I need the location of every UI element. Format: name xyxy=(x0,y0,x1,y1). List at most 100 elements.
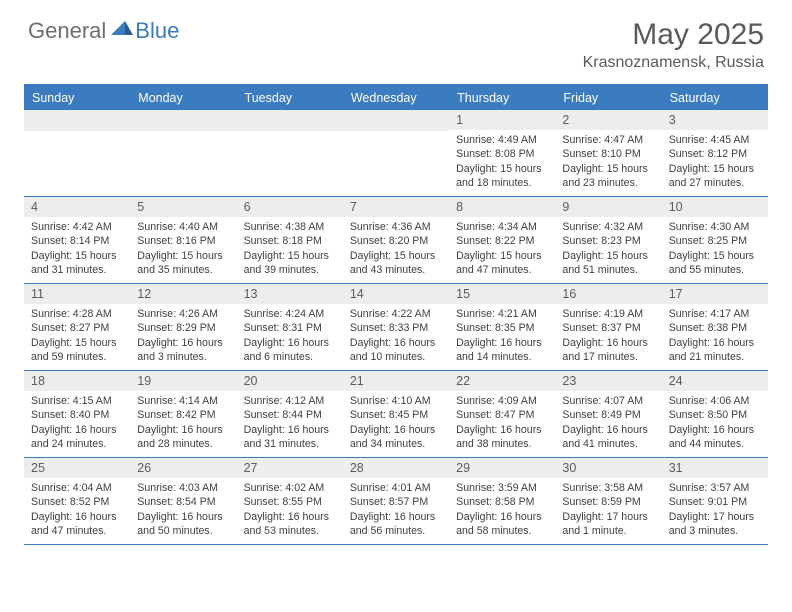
day-details: Sunrise: 4:01 AMSunset: 8:57 PMDaylight:… xyxy=(343,478,449,542)
day-cell: 21Sunrise: 4:10 AMSunset: 8:45 PMDayligh… xyxy=(343,371,449,457)
day-sunrise: Sunrise: 4:49 AM xyxy=(456,133,548,147)
day-daylight2: and 31 minutes. xyxy=(31,263,123,277)
day-sunset: Sunset: 8:10 PM xyxy=(562,147,654,161)
day-sunrise: Sunrise: 4:26 AM xyxy=(137,307,229,321)
day-daylight2: and 47 minutes. xyxy=(31,524,123,538)
day-sunset: Sunset: 8:27 PM xyxy=(31,321,123,335)
day-sunrise: Sunrise: 4:10 AM xyxy=(350,394,442,408)
week-row: 1Sunrise: 4:49 AMSunset: 8:08 PMDaylight… xyxy=(24,110,768,197)
day-number: 31 xyxy=(662,458,768,478)
weekday-header-row: SundayMondayTuesdayWednesdayThursdayFrid… xyxy=(24,86,768,110)
day-daylight1: Daylight: 17 hours xyxy=(562,510,654,524)
day-number: 15 xyxy=(449,284,555,304)
day-sunrise: Sunrise: 4:21 AM xyxy=(456,307,548,321)
day-sunrise: Sunrise: 4:14 AM xyxy=(137,394,229,408)
weekday-header: Wednesday xyxy=(343,86,449,110)
day-number: 3 xyxy=(662,110,768,130)
weekday-header: Sunday xyxy=(24,86,130,110)
day-sunrise: Sunrise: 4:47 AM xyxy=(562,133,654,147)
day-number: 17 xyxy=(662,284,768,304)
day-cell: 15Sunrise: 4:21 AMSunset: 8:35 PMDayligh… xyxy=(449,284,555,370)
day-sunset: Sunset: 9:01 PM xyxy=(669,495,761,509)
day-details: Sunrise: 4:49 AMSunset: 8:08 PMDaylight:… xyxy=(449,130,555,194)
day-cell: 27Sunrise: 4:02 AMSunset: 8:55 PMDayligh… xyxy=(237,458,343,544)
day-number: 10 xyxy=(662,197,768,217)
day-daylight1: Daylight: 15 hours xyxy=(350,249,442,263)
day-daylight1: Daylight: 16 hours xyxy=(669,423,761,437)
day-details: Sunrise: 4:34 AMSunset: 8:22 PMDaylight:… xyxy=(449,217,555,281)
logo-text-blue: Blue xyxy=(135,18,179,44)
day-cell xyxy=(24,110,130,196)
day-cell xyxy=(237,110,343,196)
day-daylight2: and 50 minutes. xyxy=(137,524,229,538)
day-daylight2: and 10 minutes. xyxy=(350,350,442,364)
day-number: 8 xyxy=(449,197,555,217)
day-number xyxy=(24,110,130,131)
day-details: Sunrise: 4:45 AMSunset: 8:12 PMDaylight:… xyxy=(662,130,768,194)
weekday-header: Thursday xyxy=(449,86,555,110)
day-details: Sunrise: 4:02 AMSunset: 8:55 PMDaylight:… xyxy=(237,478,343,542)
day-daylight2: and 14 minutes. xyxy=(456,350,548,364)
day-daylight2: and 56 minutes. xyxy=(350,524,442,538)
weekday-header: Tuesday xyxy=(237,86,343,110)
day-sunrise: Sunrise: 4:09 AM xyxy=(456,394,548,408)
title-block: May 2025 Krasnoznamensk, Russia xyxy=(583,18,764,72)
day-sunset: Sunset: 8:44 PM xyxy=(244,408,336,422)
day-cell: 7Sunrise: 4:36 AMSunset: 8:20 PMDaylight… xyxy=(343,197,449,283)
day-sunset: Sunset: 8:20 PM xyxy=(350,234,442,248)
logo-text-general: General xyxy=(28,18,106,44)
day-daylight1: Daylight: 16 hours xyxy=(137,510,229,524)
day-cell xyxy=(343,110,449,196)
day-daylight1: Daylight: 16 hours xyxy=(456,510,548,524)
day-number: 7 xyxy=(343,197,449,217)
day-daylight2: and 44 minutes. xyxy=(669,437,761,451)
day-sunrise: Sunrise: 3:59 AM xyxy=(456,481,548,495)
day-daylight2: and 55 minutes. xyxy=(669,263,761,277)
day-cell: 25Sunrise: 4:04 AMSunset: 8:52 PMDayligh… xyxy=(24,458,130,544)
day-details: Sunrise: 4:36 AMSunset: 8:20 PMDaylight:… xyxy=(343,217,449,281)
day-cell: 30Sunrise: 3:58 AMSunset: 8:59 PMDayligh… xyxy=(555,458,661,544)
day-daylight2: and 24 minutes. xyxy=(31,437,123,451)
day-number xyxy=(343,110,449,131)
day-daylight1: Daylight: 16 hours xyxy=(244,336,336,350)
weekday-header: Monday xyxy=(130,86,236,110)
day-number: 13 xyxy=(237,284,343,304)
day-number xyxy=(237,110,343,131)
day-sunrise: Sunrise: 4:15 AM xyxy=(31,394,123,408)
week-row: 18Sunrise: 4:15 AMSunset: 8:40 PMDayligh… xyxy=(24,371,768,458)
day-sunrise: Sunrise: 4:01 AM xyxy=(350,481,442,495)
day-details: Sunrise: 4:28 AMSunset: 8:27 PMDaylight:… xyxy=(24,304,130,368)
location: Krasnoznamensk, Russia xyxy=(583,54,764,72)
day-number: 2 xyxy=(555,110,661,130)
day-sunset: Sunset: 8:52 PM xyxy=(31,495,123,509)
day-sunset: Sunset: 8:49 PM xyxy=(562,408,654,422)
day-cell: 3Sunrise: 4:45 AMSunset: 8:12 PMDaylight… xyxy=(662,110,768,196)
day-number: 14 xyxy=(343,284,449,304)
day-sunrise: Sunrise: 4:07 AM xyxy=(562,394,654,408)
day-details: Sunrise: 4:21 AMSunset: 8:35 PMDaylight:… xyxy=(449,304,555,368)
day-sunrise: Sunrise: 4:24 AM xyxy=(244,307,336,321)
day-number: 20 xyxy=(237,371,343,391)
day-daylight2: and 21 minutes. xyxy=(669,350,761,364)
day-daylight1: Daylight: 15 hours xyxy=(31,336,123,350)
day-daylight1: Daylight: 16 hours xyxy=(244,510,336,524)
month-title: May 2025 xyxy=(583,18,764,52)
day-daylight1: Daylight: 15 hours xyxy=(562,249,654,263)
day-daylight1: Daylight: 15 hours xyxy=(669,162,761,176)
day-details: Sunrise: 4:07 AMSunset: 8:49 PMDaylight:… xyxy=(555,391,661,455)
day-details: Sunrise: 4:03 AMSunset: 8:54 PMDaylight:… xyxy=(130,478,236,542)
day-daylight1: Daylight: 16 hours xyxy=(562,336,654,350)
day-daylight2: and 17 minutes. xyxy=(562,350,654,364)
day-sunset: Sunset: 8:33 PM xyxy=(350,321,442,335)
day-cell: 1Sunrise: 4:49 AMSunset: 8:08 PMDaylight… xyxy=(449,110,555,196)
week-row: 11Sunrise: 4:28 AMSunset: 8:27 PMDayligh… xyxy=(24,284,768,371)
day-daylight2: and 23 minutes. xyxy=(562,176,654,190)
day-sunrise: Sunrise: 4:32 AM xyxy=(562,220,654,234)
day-sunset: Sunset: 8:29 PM xyxy=(137,321,229,335)
day-daylight1: Daylight: 16 hours xyxy=(456,423,548,437)
day-sunrise: Sunrise: 4:22 AM xyxy=(350,307,442,321)
day-daylight1: Daylight: 16 hours xyxy=(350,510,442,524)
day-details: Sunrise: 4:09 AMSunset: 8:47 PMDaylight:… xyxy=(449,391,555,455)
day-sunrise: Sunrise: 4:42 AM xyxy=(31,220,123,234)
day-sunrise: Sunrise: 4:30 AM xyxy=(669,220,761,234)
